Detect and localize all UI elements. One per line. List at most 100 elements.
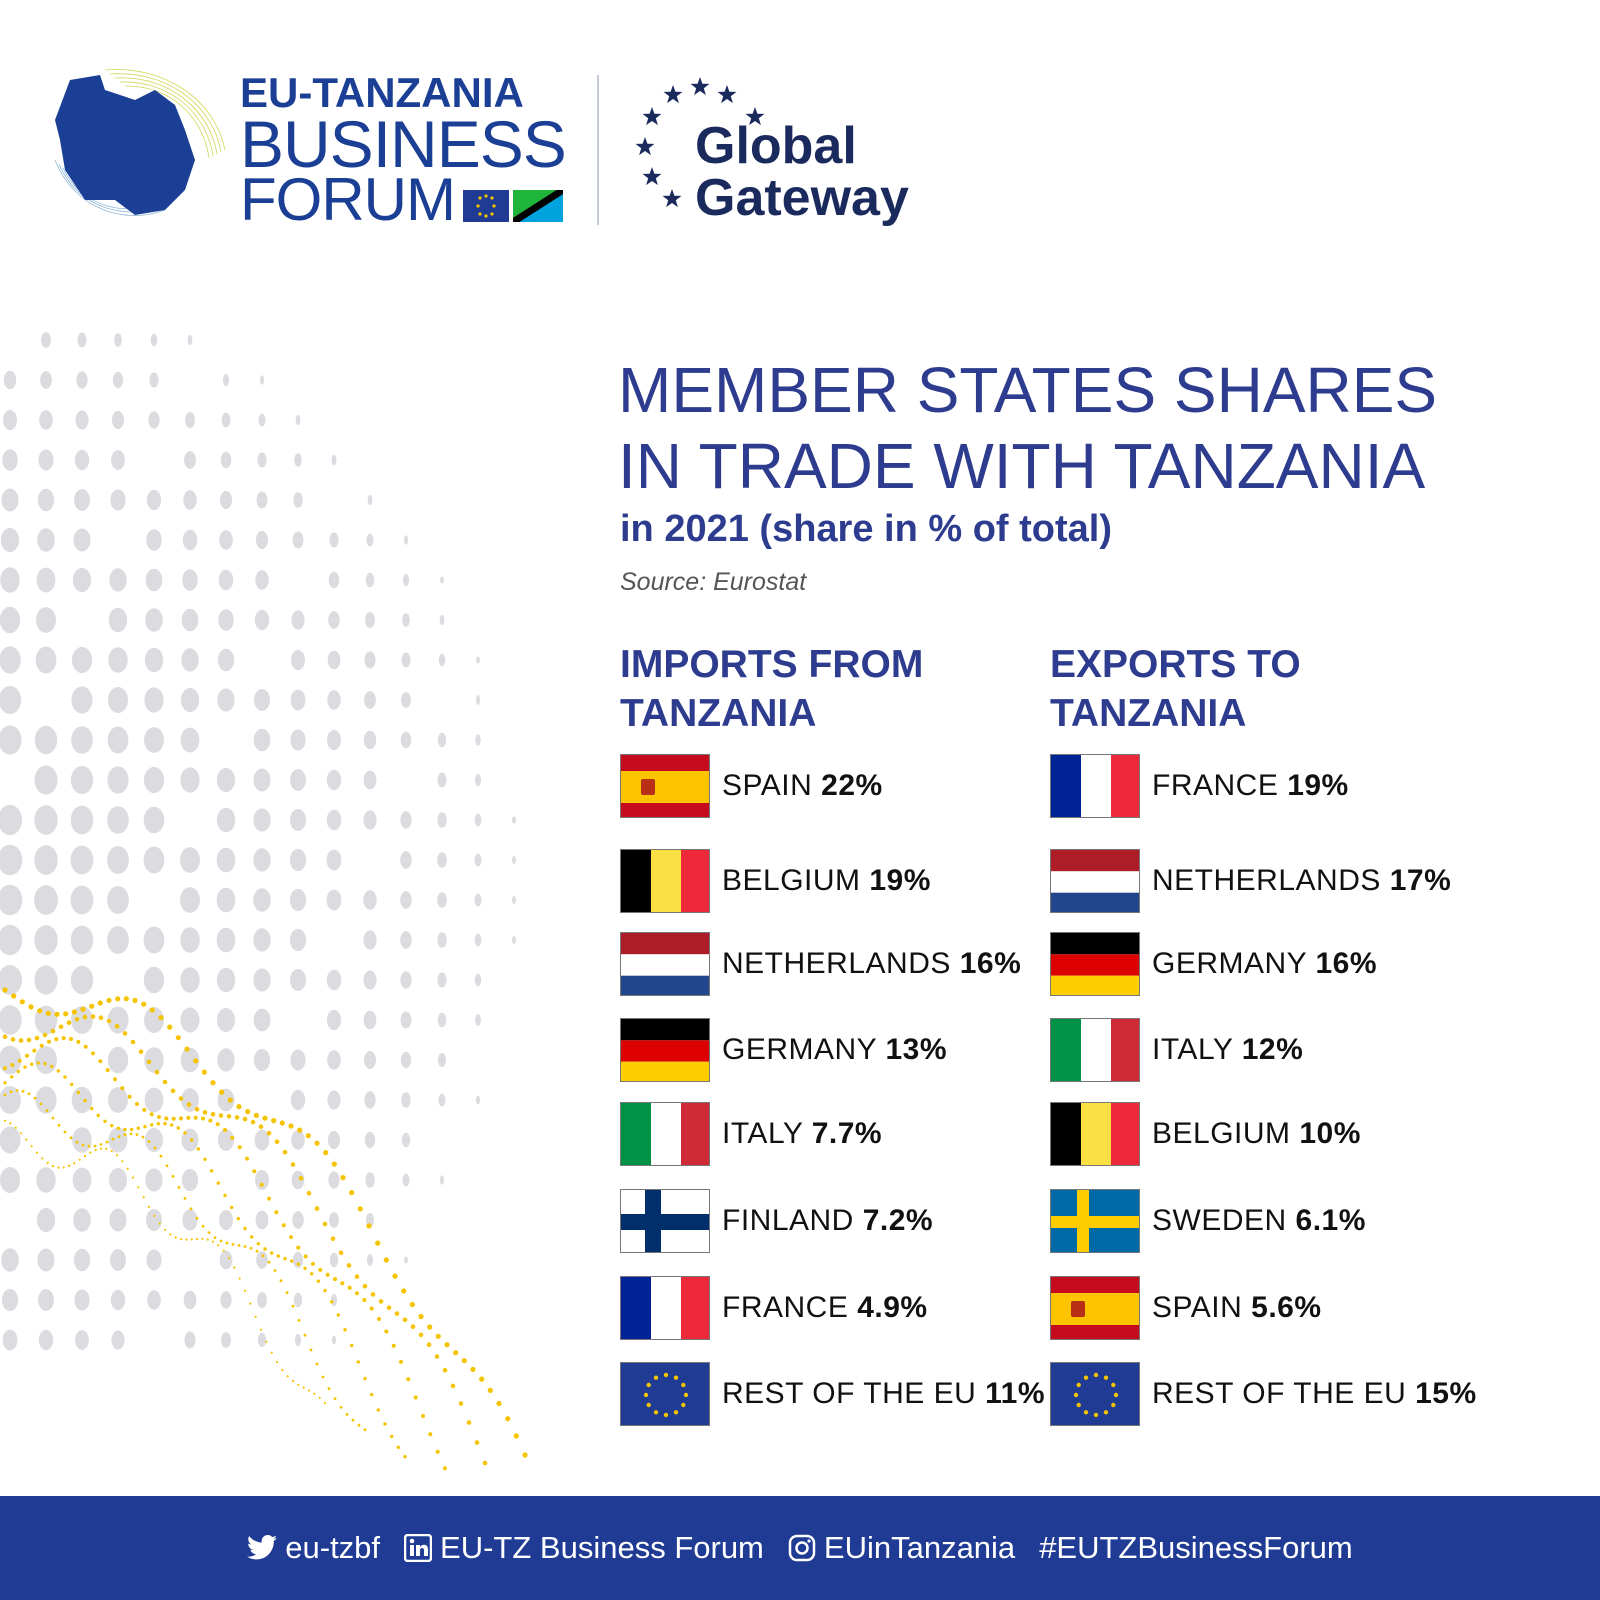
hashtag-text: #EUTZBusinessForum xyxy=(1039,1530,1353,1565)
country-name: GERMANY xyxy=(1152,947,1316,980)
page-subtitle: in 2021 (share in % of total) xyxy=(620,508,1112,550)
netherlands-flag-icon xyxy=(620,932,710,996)
country-name: GERMANY xyxy=(722,1033,886,1066)
tanzania-map-logo xyxy=(54,69,226,216)
exports-row: NETHERLANDS 17% xyxy=(1050,849,1451,913)
twitter-handle-text: eu-tzbf xyxy=(285,1530,381,1565)
imports-row-label: FRANCE 4.9% xyxy=(722,1291,928,1325)
page-title: MEMBER STATES SHARES IN TRADE WITH TANZA… xyxy=(618,352,1578,504)
country-name: SWEDEN xyxy=(1152,1204,1296,1237)
header-divider xyxy=(597,75,599,225)
brand-subtitle-forum: FORUM xyxy=(240,166,456,233)
share-value: 22% xyxy=(821,769,883,802)
imports-row-label: SPAIN 22% xyxy=(722,769,883,803)
spain-flag-icon xyxy=(620,754,710,818)
instagram-handle[interactable]: EUinTanzania xyxy=(788,1530,1015,1566)
share-value: 7.7% xyxy=(811,1117,883,1150)
country-name: FINLAND xyxy=(722,1204,863,1237)
germany-flag-icon xyxy=(1050,932,1140,996)
exports-row-label: NETHERLANDS 17% xyxy=(1152,864,1451,898)
exports-row: GERMANY 16% xyxy=(1050,932,1377,996)
imports-row: ITALY 7.7% xyxy=(620,1102,882,1166)
germany-flag-icon xyxy=(620,1018,710,1082)
exports-row: FRANCE 19% xyxy=(1050,754,1349,818)
imports-heading-line2: TANZANIA xyxy=(620,692,817,735)
exports-row-label: FRANCE 19% xyxy=(1152,769,1349,803)
exports-row-label: GERMANY 16% xyxy=(1152,947,1377,981)
imports-row: NETHERLANDS 16% xyxy=(620,932,1021,996)
finland-flag-icon xyxy=(620,1189,710,1253)
linkedin-icon xyxy=(404,1534,433,1562)
imports-row: SPAIN 22% xyxy=(620,754,883,818)
share-value: 17% xyxy=(1389,864,1452,897)
share-value: 16% xyxy=(1315,947,1378,980)
forum-brand: EU-TANZANIA BUSINESS FORUM xyxy=(240,69,570,233)
twitter-handle[interactable]: eu-tzbf xyxy=(247,1530,380,1566)
linkedin-page-text: EU-TZ Business Forum xyxy=(440,1530,764,1565)
country-name: REST OF THE EU xyxy=(1152,1377,1416,1410)
share-value: 16% xyxy=(959,947,1022,980)
exports-row: BELGIUM 10% xyxy=(1050,1102,1361,1166)
title-line1: MEMBER STATES SHARES xyxy=(618,354,1438,426)
france-flag-icon xyxy=(620,1276,710,1340)
exports-row-label: BELGIUM 10% xyxy=(1152,1117,1361,1151)
country-name: NETHERLANDS xyxy=(722,947,960,980)
exports-row: ITALY 12% xyxy=(1050,1018,1303,1082)
imports-heading: IMPORTS FROM TANZANIA xyxy=(620,640,923,738)
country-name: ITALY xyxy=(722,1117,812,1150)
exports-row: REST OF THE EU 15% xyxy=(1050,1362,1477,1426)
exports-row-label: ITALY 12% xyxy=(1152,1033,1303,1067)
imports-row: REST OF THE EU 11% xyxy=(620,1362,1045,1426)
country-name: NETHERLANDS xyxy=(1152,864,1390,897)
exports-row-label: REST OF THE EU 15% xyxy=(1152,1377,1477,1411)
linkedin-page[interactable]: EU-TZ Business Forum xyxy=(404,1530,764,1566)
share-value: 12% xyxy=(1241,1033,1304,1066)
exports-row-label: SPAIN 5.6% xyxy=(1152,1291,1322,1325)
share-value: 19% xyxy=(869,864,931,897)
eu-flag-icon xyxy=(620,1362,710,1426)
france-flag-icon xyxy=(1050,754,1140,818)
imports-row: GERMANY 13% xyxy=(620,1018,947,1082)
exports-row-label: SWEDEN 6.1% xyxy=(1152,1204,1366,1238)
exports-heading: EXPORTS TO TANZANIA xyxy=(1050,640,1301,738)
country-name: FRANCE xyxy=(1152,769,1288,802)
imports-heading-line1: IMPORTS FROM xyxy=(620,643,924,686)
share-value: 13% xyxy=(885,1033,948,1066)
share-value: 4.9% xyxy=(857,1291,928,1324)
imports-row: BELGIUM 19% xyxy=(620,849,931,913)
share-value: 11% xyxy=(985,1377,1045,1410)
share-value: 10% xyxy=(1299,1117,1361,1150)
source-note: Source: Eurostat xyxy=(620,568,807,596)
eu-flag-icon xyxy=(462,190,509,222)
instagram-icon xyxy=(788,1534,816,1562)
title-line2: IN TRADE WITH TANZANIA xyxy=(618,430,1426,502)
share-value: 6.1% xyxy=(1295,1204,1366,1237)
italy-flag-icon xyxy=(1050,1018,1140,1082)
tanzania-flag-icon xyxy=(512,190,563,222)
country-name: FRANCE xyxy=(722,1291,858,1324)
netherlands-flag-icon xyxy=(1050,849,1140,913)
country-name: BELGIUM xyxy=(722,864,870,897)
brand-subtitle-business: BUSINESS xyxy=(240,107,567,181)
global-gateway-logo: Global Gateway xyxy=(695,120,909,224)
belgium-flag-icon xyxy=(1050,1102,1140,1166)
twitter-icon xyxy=(247,1535,278,1561)
share-value: 5.6% xyxy=(1251,1291,1322,1324)
imports-row-label: GERMANY 13% xyxy=(722,1033,947,1067)
share-value: 15% xyxy=(1415,1377,1477,1410)
spain-flag-icon xyxy=(1050,1276,1140,1340)
hashtag[interactable]: #EUTZBusinessForum xyxy=(1039,1530,1353,1566)
sweden-flag-icon xyxy=(1050,1189,1140,1253)
imports-row-label: NETHERLANDS 16% xyxy=(722,947,1021,981)
country-name: SPAIN xyxy=(722,769,822,802)
global-gateway-line1: Global xyxy=(695,117,857,175)
share-value: 7.2% xyxy=(862,1204,934,1237)
exports-heading-line2: TANZANIA xyxy=(1050,692,1247,735)
footer-bar: eu-tzbf EU-TZ Business Forum EUinTanzani… xyxy=(0,1496,1600,1600)
country-name: REST OF THE EU xyxy=(722,1377,986,1410)
instagram-handle-text: EUinTanzania xyxy=(823,1530,1016,1565)
imports-row-label: FINLAND 7.2% xyxy=(722,1204,933,1238)
global-gateway-line2: Gateway xyxy=(695,169,909,227)
brand-title: EU-TANZANIA xyxy=(240,69,524,116)
imports-row: FRANCE 4.9% xyxy=(620,1276,928,1340)
